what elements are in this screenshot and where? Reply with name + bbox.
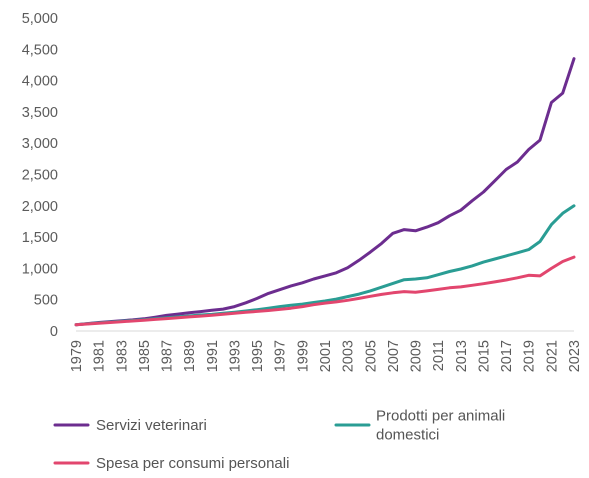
x-tick-label: 2023 [567, 340, 583, 372]
y-tick-label: 0 [50, 324, 58, 340]
legend-label: domestici [376, 427, 439, 444]
x-tick-label: 2011 [431, 340, 447, 371]
x-tick-label: 2009 [409, 340, 425, 372]
legend: Servizi veterinari Prodotti per animali do… [53, 408, 505, 472]
x-tick-label: 2015 [476, 340, 492, 372]
x-tick-label: 2013 [454, 340, 470, 372]
y-tick-label: 2,500 [22, 168, 58, 184]
series-line [74, 57, 576, 327]
x-tick-label: 2021 [544, 340, 560, 372]
x-tick-label: 1997 [273, 340, 289, 372]
x-tick-label: 1995 [250, 340, 266, 372]
series-line [74, 204, 576, 327]
x-axis: 1979 1981 1983 1985 1987 1989 1991 1993 1995 1997… [69, 330, 583, 372]
legend-label: Servizi veterinari [96, 417, 207, 434]
y-tick-label: 1,000 [22, 261, 58, 277]
x-tick-label: 2017 [499, 340, 515, 372]
x-tick-label: 1999 [295, 340, 311, 372]
x-tick-label: 1979 [69, 340, 85, 372]
y-tick-label: 1,500 [22, 230, 58, 246]
series-line [74, 255, 576, 327]
x-tick-label: 1993 [227, 340, 243, 372]
x-tick-label: 1985 [137, 340, 153, 372]
x-tick-label: 1989 [182, 340, 198, 372]
plot-area [74, 57, 576, 327]
x-tick-label: 2005 [363, 340, 379, 372]
legend-label: Prodotti per animali [376, 408, 505, 425]
y-tick-label: 5,000 [22, 11, 58, 27]
y-axis: 0 500 1,000 1,500 2,000 2,500 3,000 3,500 4,000 4… [22, 11, 58, 340]
x-tick-label: 2007 [386, 340, 402, 372]
x-tick-label: 2019 [522, 340, 538, 372]
x-tick-label: 1983 [114, 340, 130, 372]
y-tick-label: 4,500 [22, 42, 58, 58]
y-tick-label: 3,000 [22, 136, 58, 152]
legend-label: Spesa per consumi personali [96, 455, 289, 472]
y-tick-label: 3,500 [22, 105, 58, 121]
x-tick-label: 2003 [341, 340, 357, 372]
x-tick-label: 1991 [205, 340, 221, 372]
x-tick-label: 1987 [160, 340, 176, 372]
x-tick-label: 2001 [318, 340, 334, 372]
y-tick-label: 500 [34, 293, 58, 309]
y-tick-label: 4,000 [22, 74, 58, 90]
x-tick-label: 1981 [92, 340, 108, 372]
y-tick-label: 2,000 [22, 199, 58, 215]
